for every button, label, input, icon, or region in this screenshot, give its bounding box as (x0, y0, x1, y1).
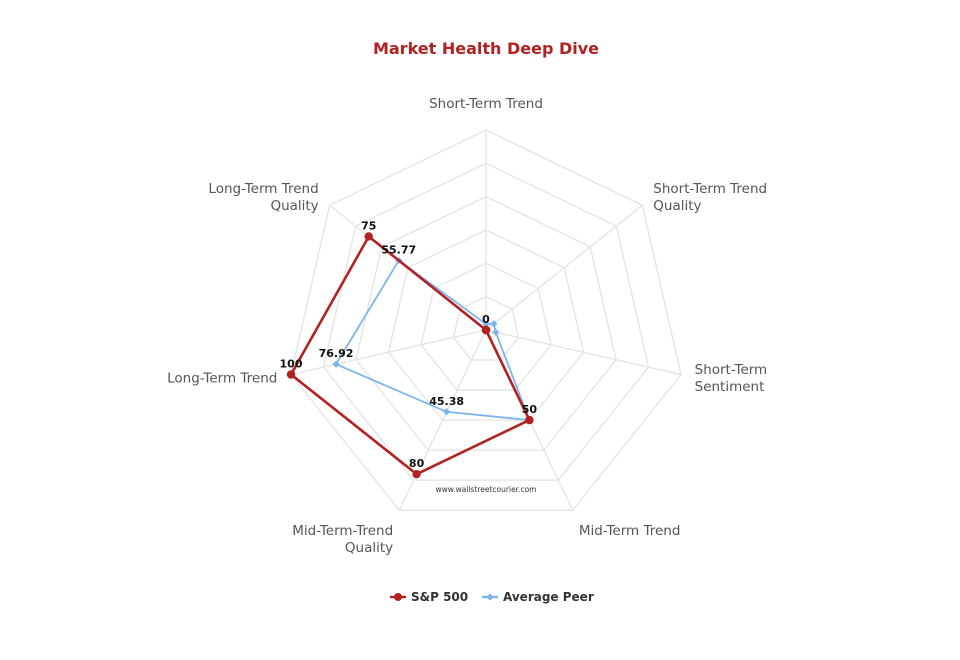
series-line (289, 235, 531, 476)
category-label: Mid-Term-Trend Quality (292, 523, 393, 556)
data-label: 45.38 (429, 395, 464, 408)
data-point[interactable] (481, 325, 491, 335)
series-0 (286, 232, 534, 479)
data-label: 76.92 (319, 347, 354, 360)
watermark-text: www.wallstreetcourier.com (436, 485, 537, 494)
data-point[interactable] (492, 328, 500, 336)
grid-ring (322, 162, 650, 481)
legend-item[interactable]: S&P 500 (390, 590, 468, 604)
category-label-line: Short-Term Trend (653, 181, 767, 197)
category-label-line: Short-Term Trend (429, 96, 543, 112)
data-label: 0 (482, 313, 490, 326)
series-layer (286, 232, 534, 479)
data-label: 50 (522, 403, 538, 416)
grid-spoke (485, 204, 643, 331)
category-label-line: Sentiment (695, 379, 765, 395)
grid-spoke (398, 329, 487, 511)
legend-marker (486, 593, 494, 601)
data-labels: 0 50 80 100 75 45.38 76.92 55.77 (280, 219, 538, 470)
category-label: Short-Term Sentiment (695, 362, 768, 395)
grid-ring (387, 229, 585, 421)
data-point[interactable] (525, 415, 534, 425)
category-label-line: Quality (270, 198, 318, 214)
category-label: Short-Term Trend (429, 96, 543, 112)
category-label: Long-Term Trend (167, 371, 277, 387)
category-label-line: Quality (345, 540, 393, 556)
legend-item[interactable]: Average Peer (482, 590, 594, 604)
category-label-line: Long-Term Trend (208, 181, 318, 197)
category-label: Short-Term Trend Quality (653, 181, 767, 214)
data-point[interactable] (482, 320, 490, 328)
category-label-line: Long-Term Trend (167, 371, 277, 387)
category-label-line: Mid-Term Trend (579, 523, 681, 539)
data-label: 80 (409, 457, 425, 470)
grid-ring (355, 195, 617, 451)
grid-spoke (485, 329, 682, 376)
data-point[interactable] (286, 370, 296, 379)
data-point[interactable] (443, 408, 451, 416)
data-point[interactable] (412, 469, 421, 479)
category-label-line: Quality (653, 198, 701, 214)
chart-title: Market Health Deep Dive (373, 39, 599, 58)
category-label-line: Short-Term (695, 362, 768, 378)
category-label: Mid-Term Trend (579, 523, 681, 539)
grid-spoke (290, 329, 487, 376)
data-label: 75 (361, 219, 376, 232)
data-point[interactable] (490, 320, 498, 328)
data-label: 55.77 (381, 243, 416, 256)
grid-ring (452, 295, 520, 361)
legend-label: S&P 500 (411, 590, 468, 604)
legend-marker (394, 593, 402, 601)
legend-label: Average Peer (503, 590, 594, 604)
category-label: Long-Term Trend Quality (208, 181, 318, 214)
data-point[interactable] (364, 232, 373, 241)
data-label: 100 (280, 358, 303, 371)
grid-ring (420, 262, 552, 391)
category-label-line: Mid-Term-Trend (292, 523, 393, 539)
data-point[interactable] (332, 360, 340, 368)
legend: S&P 500 Average Peer (390, 590, 594, 604)
grid-ring (290, 129, 682, 511)
